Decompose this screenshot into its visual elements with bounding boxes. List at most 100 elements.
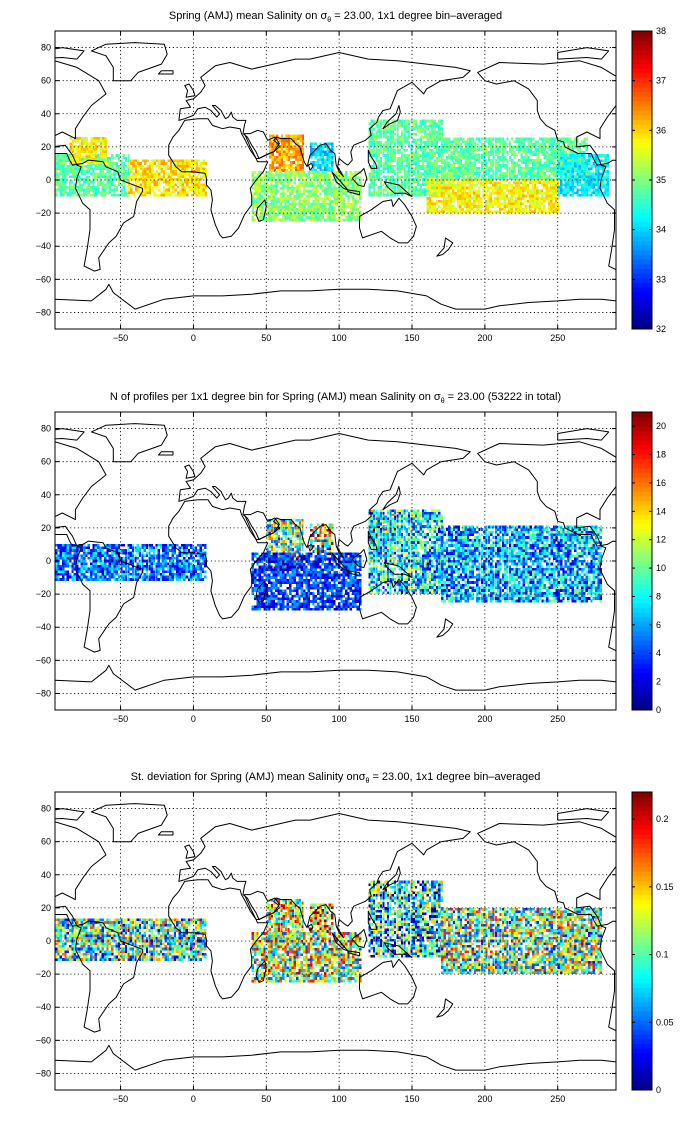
data-cell	[534, 164, 536, 167]
data-cell	[261, 195, 263, 198]
data-cell	[76, 167, 78, 170]
data-cell	[127, 173, 129, 176]
data-cell	[478, 156, 480, 159]
data-cell	[562, 189, 564, 192]
data-cell	[548, 197, 550, 200]
data-cell	[472, 148, 474, 151]
data-cell	[301, 182, 303, 185]
data-cell	[417, 160, 419, 163]
data-cell	[91, 148, 93, 151]
data-cell	[488, 156, 490, 159]
data-cell	[436, 138, 438, 141]
data-cell	[350, 219, 352, 222]
data-cell	[118, 157, 120, 160]
data-cell	[336, 171, 338, 174]
data-cell	[310, 195, 312, 198]
data-cell	[434, 120, 436, 123]
data-cell	[392, 133, 394, 136]
data-cell	[555, 205, 557, 208]
data-cell	[476, 169, 478, 172]
data-cell	[99, 576, 101, 579]
data-cell	[184, 191, 186, 194]
data-cell	[182, 186, 184, 189]
data-cell	[305, 216, 307, 219]
data-cell	[296, 171, 298, 174]
data-cell	[555, 184, 557, 187]
data-cell	[128, 186, 130, 189]
data-cell	[415, 125, 417, 128]
data-cell	[394, 125, 396, 128]
data-cell	[77, 161, 79, 164]
data-cell	[453, 169, 455, 172]
data-cell	[569, 178, 571, 181]
data-cell	[200, 175, 202, 178]
data-cell	[294, 171, 296, 174]
data-cell	[481, 164, 483, 167]
data-cell	[116, 167, 118, 170]
data-cell	[326, 213, 328, 216]
data-cell	[144, 191, 146, 194]
data-cell	[308, 174, 310, 177]
data-cell	[459, 197, 461, 200]
data-cell	[520, 169, 522, 172]
data-cell	[497, 159, 499, 162]
data-cell	[333, 195, 335, 198]
data-cell	[111, 554, 113, 557]
data-cell	[385, 130, 387, 133]
data-cell	[408, 181, 410, 184]
data-cell	[326, 148, 328, 151]
data-cell	[147, 173, 149, 176]
data-cell	[555, 200, 557, 203]
data-cell	[553, 159, 555, 162]
data-cell	[286, 135, 288, 138]
colorbar-step	[632, 231, 652, 236]
data-cell	[69, 191, 71, 194]
data-cell	[396, 144, 398, 147]
colorbar-step	[632, 129, 652, 134]
data-cell	[518, 187, 520, 190]
data-cell	[182, 167, 184, 170]
data-cell	[444, 172, 446, 175]
data-cell	[357, 211, 359, 214]
data-cell	[441, 154, 443, 157]
data-cell	[492, 181, 494, 184]
data-cell	[466, 200, 468, 203]
data-cell	[95, 148, 97, 151]
data-cell	[396, 138, 398, 141]
data-cell	[322, 164, 324, 167]
data-cell	[511, 189, 513, 192]
data-cell	[380, 144, 382, 147]
data-cell	[177, 186, 179, 189]
data-cell	[88, 546, 90, 549]
data-cell	[280, 182, 282, 185]
data-cell	[273, 211, 275, 214]
data-cell	[458, 175, 460, 178]
data-cell	[85, 181, 87, 184]
data-cell	[548, 208, 550, 211]
data-cell	[541, 154, 543, 157]
data-cell	[436, 165, 438, 168]
data-cell	[553, 151, 555, 154]
data-cell	[436, 170, 438, 173]
data-cell	[471, 197, 473, 200]
data-cell	[95, 578, 97, 581]
data-cell	[565, 183, 567, 186]
data-cell	[446, 164, 448, 167]
data-cell	[350, 216, 352, 219]
data-cell	[182, 189, 184, 192]
data-cell	[275, 206, 277, 209]
data-cell	[95, 142, 97, 145]
data-cell	[269, 145, 271, 148]
data-cell	[371, 122, 373, 125]
data-cell	[196, 191, 198, 194]
data-cell	[333, 192, 335, 195]
data-cell	[100, 148, 102, 151]
data-cell	[69, 189, 71, 192]
data-cell	[291, 184, 293, 187]
data-cell	[406, 125, 408, 128]
data-cell	[275, 171, 277, 174]
data-cell	[553, 140, 555, 143]
data-cell	[90, 165, 92, 168]
data-cell	[444, 140, 446, 143]
data-cell	[518, 181, 520, 184]
